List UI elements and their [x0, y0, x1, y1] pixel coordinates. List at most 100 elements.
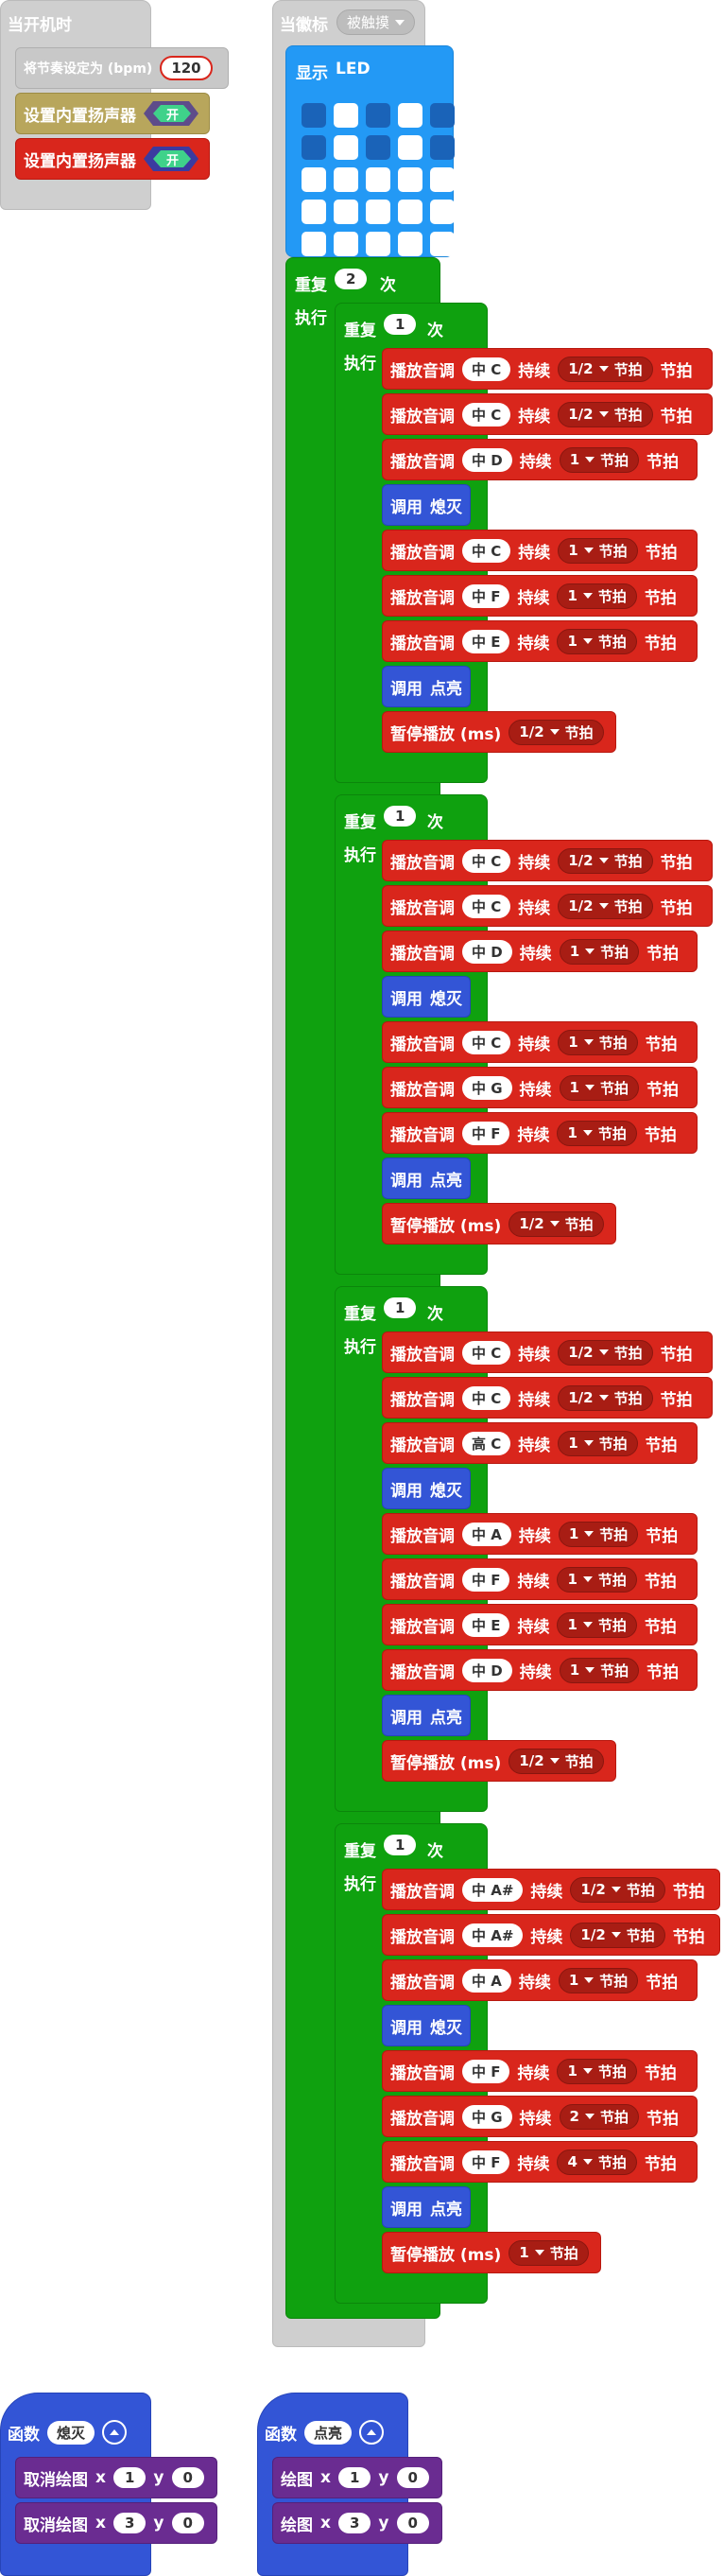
beat-dropdown[interactable]: 1 节拍 [558, 1430, 638, 1456]
draw-block[interactable]: 取消绘图 x 3 y 0 [15, 2502, 217, 2544]
led-cell[interactable] [430, 232, 455, 256]
collapse-icon[interactable] [102, 2420, 128, 2445]
beat-dropdown[interactable]: 1/2 节拍 [558, 893, 653, 919]
beat-dropdown[interactable]: 1 节拍 [559, 938, 640, 965]
note-dropdown[interactable]: 中 D [462, 447, 512, 472]
led-cell[interactable] [302, 200, 326, 224]
play-tone-block[interactable]: 播放音调中 A 持续 1 节拍 节拍 [382, 1513, 698, 1555]
led-cell[interactable] [302, 167, 326, 192]
speaker-block-1[interactable]: 设置内置扬声器 开 [15, 93, 210, 134]
y-value-input[interactable]: 0 [171, 2513, 204, 2533]
speaker-toggle-1[interactable]: 开 [144, 101, 198, 126]
note-dropdown[interactable]: 中 A [462, 1968, 511, 1993]
collapse-icon[interactable] [359, 2420, 385, 2445]
play-tone-block[interactable]: 播放音调中 C 持续 1/2 节拍 节拍 [382, 1377, 713, 1419]
call-function-block[interactable]: 调用 熄灭 [382, 976, 471, 1018]
beat-dropdown[interactable]: 1/2 节拍 [558, 356, 653, 382]
note-dropdown[interactable]: 中 C [462, 357, 511, 381]
led-cell[interactable] [334, 232, 358, 256]
beat-dropdown[interactable]: 1 节拍 [558, 537, 638, 564]
beat-dropdown[interactable]: 1/2 节拍 [558, 401, 653, 427]
rest-beat-dropdown[interactable]: 1/2 节拍 [509, 719, 604, 745]
play-tone-block[interactable]: 播放音调中 F 持续 1 节拍 节拍 [382, 1112, 698, 1154]
led-cell[interactable] [430, 103, 455, 128]
note-dropdown[interactable]: 中 C [462, 1385, 511, 1410]
tempo-input[interactable]: 120 [160, 56, 213, 80]
note-dropdown[interactable]: 中 A# [462, 1877, 524, 1902]
note-dropdown[interactable]: 中 A# [462, 1923, 524, 1947]
beat-dropdown[interactable]: 2 节拍 [559, 2103, 639, 2130]
call-function-block[interactable]: 调用 熄灭 [382, 484, 471, 526]
y-value-input[interactable]: 0 [171, 2467, 204, 2488]
call-function-block[interactable]: 调用 点亮 [382, 666, 471, 707]
rest-beat-dropdown[interactable]: 1 节拍 [509, 2239, 589, 2266]
rest-block[interactable]: 暂停播放 (ms) 1/2 节拍 [382, 711, 616, 753]
led-cell[interactable] [366, 200, 390, 224]
play-tone-block[interactable]: 播放音调中 G 持续 1 节拍 节拍 [382, 1067, 698, 1108]
beat-dropdown[interactable]: 1/2 节拍 [558, 1339, 653, 1366]
note-dropdown[interactable]: 中 D [462, 939, 512, 964]
beat-dropdown[interactable]: 1 节拍 [557, 1566, 637, 1593]
beat-dropdown[interactable]: 1 节拍 [557, 1611, 637, 1638]
led-cell[interactable] [302, 135, 326, 160]
draw-block[interactable]: 取消绘图 x 1 y 0 [15, 2457, 217, 2498]
note-dropdown[interactable]: 中 E [462, 1612, 510, 1637]
note-dropdown[interactable]: 中 E [462, 629, 510, 653]
y-value-input[interactable]: 0 [396, 2513, 429, 2533]
led-cell[interactable] [430, 167, 455, 192]
beat-dropdown[interactable]: 1/2 节拍 [558, 847, 653, 874]
x-value-input[interactable]: 3 [337, 2513, 371, 2533]
note-dropdown[interactable]: 中 C [462, 848, 511, 873]
led-cell[interactable] [302, 103, 326, 128]
led-cell[interactable] [366, 167, 390, 192]
speaker-toggle-2[interactable]: 开 [144, 147, 198, 171]
note-dropdown[interactable]: 中 C [462, 538, 511, 563]
function-name-input[interactable]: 点亮 [304, 2420, 353, 2445]
play-tone-block[interactable]: 播放音调中 C 持续 1 节拍 节拍 [382, 1021, 698, 1063]
beat-dropdown[interactable]: 1/2 节拍 [558, 1384, 653, 1411]
note-dropdown[interactable]: 中 D [462, 1658, 512, 1682]
repeat-inner-count[interactable]: 1 [384, 1297, 417, 1318]
rest-block[interactable]: 暂停播放 (ms) 1/2 节拍 [382, 1203, 616, 1244]
led-cell[interactable] [398, 167, 422, 192]
play-tone-block[interactable]: 播放音调中 D 持续 1 节拍 节拍 [382, 931, 698, 972]
led-cell[interactable] [430, 135, 455, 160]
play-tone-block[interactable]: 播放音调中 D 持续 1 节拍 节拍 [382, 1649, 698, 1691]
play-tone-block[interactable]: 播放音调中 A# 持续 1/2 节拍 节拍 [382, 1869, 720, 1910]
beat-dropdown[interactable]: 1 节拍 [557, 628, 637, 654]
show-led-block[interactable]: 显示 LED [285, 45, 455, 257]
beat-dropdown[interactable]: 1/2 节拍 [570, 1876, 665, 1903]
led-cell[interactable] [398, 135, 422, 160]
gesture-dropdown[interactable]: 被触摸 [336, 9, 416, 35]
play-tone-block[interactable]: 播放音调中 D 持续 1 节拍 节拍 [382, 439, 698, 480]
note-dropdown[interactable]: 高 C [462, 1431, 511, 1455]
x-value-input[interactable]: 1 [337, 2467, 371, 2488]
note-dropdown[interactable]: 中 C [462, 1340, 511, 1365]
rest-block[interactable]: 暂停播放 (ms) 1 节拍 [382, 2232, 601, 2273]
beat-dropdown[interactable]: 1 节拍 [558, 1029, 638, 1055]
led-cell[interactable] [366, 232, 390, 256]
led-cell[interactable] [334, 135, 358, 160]
note-dropdown[interactable]: 中 A [462, 1522, 511, 1546]
play-tone-block[interactable]: 播放音调中 C 持续 1/2 节拍 节拍 [382, 840, 713, 881]
call-function-block[interactable]: 调用 熄灭 [382, 1468, 471, 1509]
speaker-block-2[interactable]: 设置内置扬声器 开 [15, 138, 210, 180]
function-name-input[interactable]: 熄灭 [47, 2420, 95, 2445]
play-tone-block[interactable]: 播放音调中 G 持续 2 节拍 节拍 [382, 2096, 698, 2137]
beat-dropdown[interactable]: 1 节拍 [557, 583, 637, 609]
note-dropdown[interactable]: 中 C [462, 402, 511, 426]
play-tone-block[interactable]: 播放音调中 C 持续 1/2 节拍 节拍 [382, 348, 713, 390]
beat-dropdown[interactable]: 1 节拍 [558, 1521, 639, 1547]
play-tone-block[interactable]: 播放音调中 E 持续 1 节拍 节拍 [382, 620, 698, 662]
set-tempo-block[interactable]: 将节奏设定为 (bpm) 120 [15, 47, 229, 89]
beat-dropdown[interactable]: 1 节拍 [559, 1074, 639, 1101]
rest-block[interactable]: 暂停播放 (ms) 1/2 节拍 [382, 1740, 616, 1782]
led-cell[interactable] [334, 167, 358, 192]
play-tone-block[interactable]: 播放音调中 C 持续 1 节拍 节拍 [382, 530, 698, 571]
play-tone-block[interactable]: 播放音调中 F 持续 1 节拍 节拍 [382, 575, 698, 617]
led-cell[interactable] [334, 103, 358, 128]
beat-dropdown[interactable]: 1 节拍 [557, 1120, 637, 1146]
beat-dropdown[interactable]: 1 节拍 [558, 1967, 639, 1993]
led-cell[interactable] [334, 200, 358, 224]
play-tone-block[interactable]: 播放音调中 C 持续 1/2 节拍 节拍 [382, 885, 713, 927]
